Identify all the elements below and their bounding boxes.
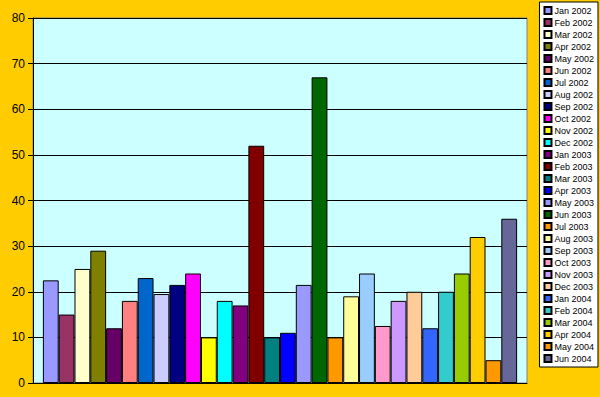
svg-text:Jul 2003: Jul 2003 — [554, 222, 588, 232]
svg-text:Sep 2003: Sep 2003 — [554, 246, 593, 256]
svg-text:Nov 2003: Nov 2003 — [554, 270, 593, 280]
svg-text:0: 0 — [18, 376, 25, 390]
svg-text:Apr 2002: Apr 2002 — [554, 42, 591, 52]
svg-text:Jul 2002: Jul 2002 — [554, 78, 588, 88]
svg-text:10: 10 — [12, 330, 26, 344]
svg-text:Nov 2002: Nov 2002 — [554, 126, 593, 136]
svg-text:Jun 2002: Jun 2002 — [554, 66, 591, 76]
svg-text:Feb 2002: Feb 2002 — [554, 18, 592, 28]
svg-text:Aug 2003: Aug 2003 — [554, 234, 593, 244]
svg-text:60: 60 — [12, 102, 26, 116]
svg-text:80: 80 — [12, 11, 26, 25]
svg-text:Jan 2003: Jan 2003 — [554, 150, 591, 160]
svg-text:Sep 2002: Sep 2002 — [554, 102, 593, 112]
svg-text:40: 40 — [12, 194, 26, 208]
svg-text:50: 50 — [12, 148, 26, 162]
svg-text:Apr 2003: Apr 2003 — [554, 186, 591, 196]
svg-text:Jan 2002: Jan 2002 — [554, 6, 591, 16]
svg-text:20: 20 — [12, 285, 26, 299]
svg-text:Dec 2003: Dec 2003 — [554, 282, 593, 292]
svg-text:Apr 2004: Apr 2004 — [554, 330, 591, 340]
svg-text:Mar 2004: Mar 2004 — [554, 318, 592, 328]
svg-text:Dec 2002: Dec 2002 — [554, 138, 593, 148]
svg-text:May 2004: May 2004 — [554, 342, 594, 352]
svg-text:May 2002: May 2002 — [554, 54, 594, 64]
svg-text:70: 70 — [12, 57, 26, 71]
svg-text:30: 30 — [12, 239, 26, 253]
svg-text:Jun 2003: Jun 2003 — [554, 210, 591, 220]
svg-text:Mar 2003: Mar 2003 — [554, 174, 592, 184]
svg-text:Oct 2003: Oct 2003 — [554, 258, 591, 268]
svg-text:Aug 2002: Aug 2002 — [554, 90, 593, 100]
svg-text:Jan 2004: Jan 2004 — [554, 294, 591, 304]
svg-text:Oct 2002: Oct 2002 — [554, 114, 591, 124]
svg-text:Jun 2004: Jun 2004 — [554, 354, 591, 364]
svg-text:Feb 2003: Feb 2003 — [554, 162, 592, 172]
svg-text:Mar 2002: Mar 2002 — [554, 30, 592, 40]
svg-text:May 2003: May 2003 — [554, 198, 594, 208]
svg-text:Feb 2004: Feb 2004 — [554, 306, 592, 316]
